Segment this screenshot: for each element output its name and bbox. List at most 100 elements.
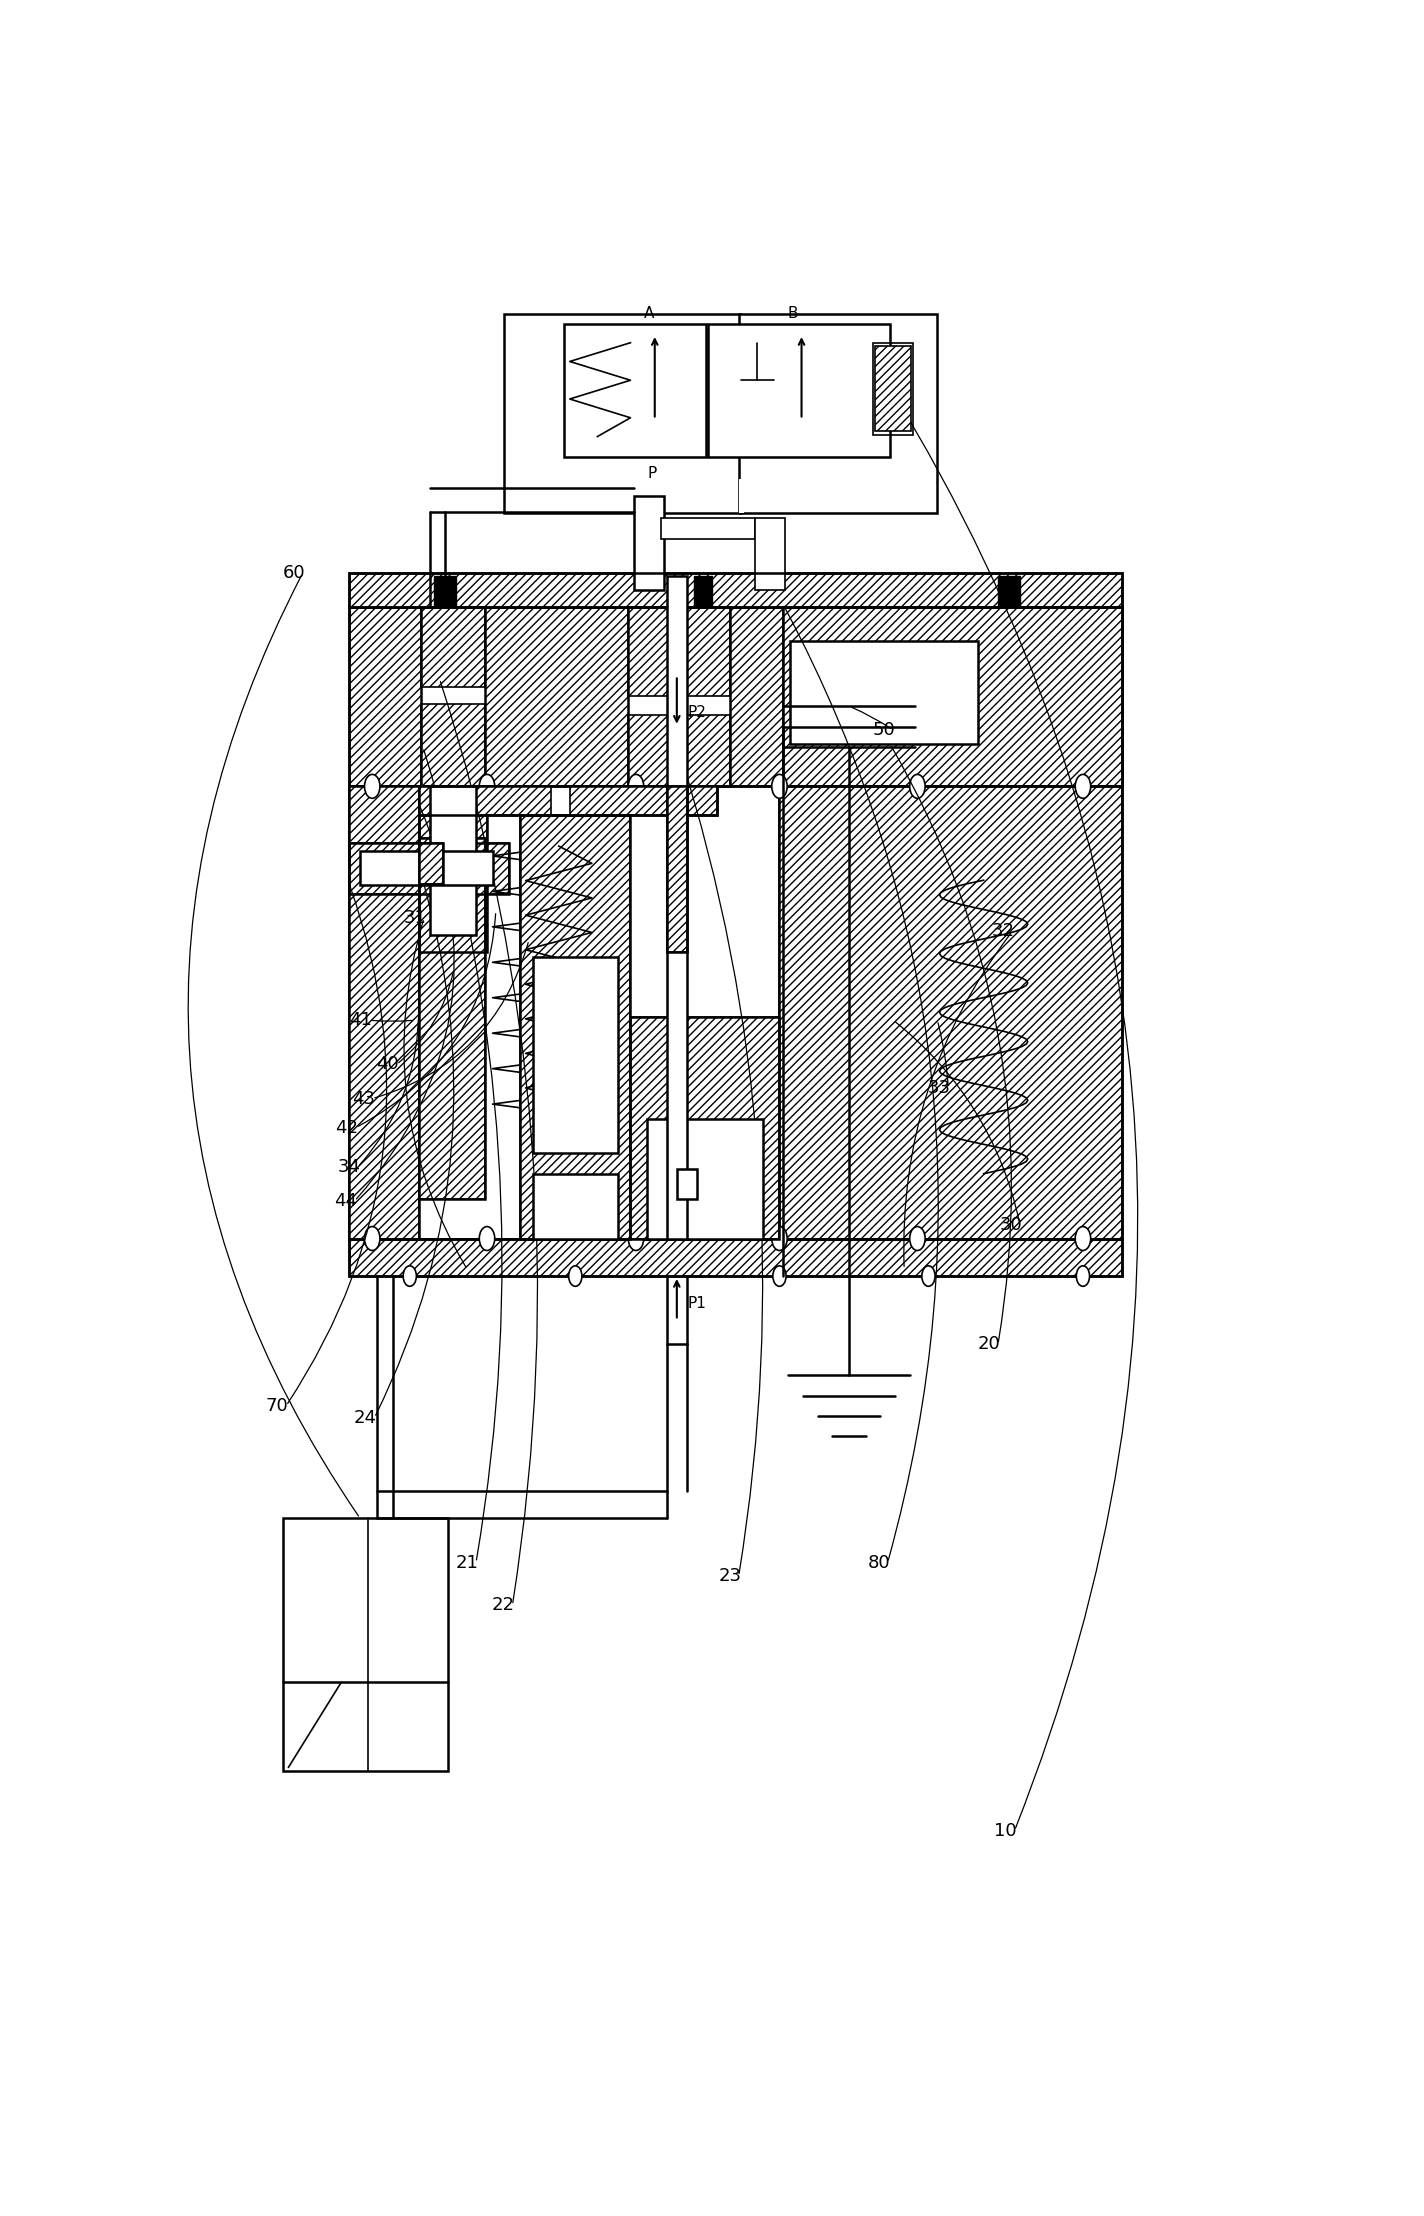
Text: 41: 41	[349, 1010, 372, 1028]
Circle shape	[910, 773, 926, 798]
Bar	[349, 1239, 1122, 1276]
Text: 50: 50	[873, 720, 896, 740]
Text: 42: 42	[335, 1119, 359, 1137]
Bar	[628, 607, 731, 787]
Bar	[349, 787, 1122, 1239]
Bar	[534, 1174, 618, 1239]
Bar	[504, 315, 740, 514]
Circle shape	[773, 1265, 786, 1285]
Bar	[876, 346, 911, 432]
Bar	[283, 1518, 449, 1771]
Bar	[419, 838, 484, 1199]
Bar	[634, 496, 664, 589]
Text: 60: 60	[282, 565, 305, 583]
Text: 30: 30	[1000, 1217, 1022, 1234]
Bar	[739, 315, 937, 514]
Bar	[628, 716, 731, 787]
Bar	[349, 574, 1122, 607]
Bar	[666, 787, 686, 953]
Bar	[430, 787, 476, 935]
Text: 44: 44	[335, 1192, 357, 1210]
Bar	[998, 576, 1020, 607]
Circle shape	[628, 773, 644, 798]
Text: 31: 31	[404, 909, 427, 926]
Bar	[419, 787, 551, 815]
Bar	[631, 1017, 779, 1239]
Circle shape	[772, 1228, 787, 1250]
Bar	[520, 815, 631, 1239]
Text: 23: 23	[718, 1567, 742, 1584]
Circle shape	[1077, 1265, 1089, 1285]
Bar	[755, 519, 785, 589]
Bar	[631, 1017, 779, 1239]
Bar	[666, 576, 686, 1239]
Circle shape	[772, 773, 787, 798]
Circle shape	[1075, 1228, 1091, 1250]
Bar	[708, 324, 890, 456]
Bar	[419, 842, 443, 884]
Text: 32: 32	[993, 922, 1015, 940]
Bar	[419, 842, 443, 884]
Text: 20: 20	[978, 1336, 1001, 1354]
Bar	[676, 1168, 696, 1199]
Bar	[422, 607, 484, 787]
Bar	[434, 576, 456, 607]
Text: A: A	[644, 306, 655, 321]
Bar	[873, 343, 913, 434]
Bar	[783, 607, 1122, 787]
Circle shape	[480, 1228, 494, 1250]
Bar	[779, 787, 1122, 1239]
Bar	[646, 1119, 763, 1239]
Bar	[534, 957, 618, 1152]
Text: 70: 70	[266, 1396, 289, 1414]
Text: B: B	[787, 306, 797, 321]
Bar	[661, 519, 755, 538]
Circle shape	[921, 1265, 936, 1285]
Bar	[419, 838, 484, 1199]
Bar	[349, 607, 1122, 787]
Bar	[419, 787, 487, 953]
Bar	[422, 607, 484, 687]
Circle shape	[910, 1228, 926, 1250]
Bar	[564, 324, 705, 456]
Bar	[349, 1239, 1122, 1276]
Bar	[349, 842, 510, 893]
Bar	[790, 640, 978, 745]
Bar	[349, 574, 1122, 607]
Bar	[419, 787, 716, 815]
Text: P: P	[648, 465, 656, 481]
Bar	[739, 479, 745, 514]
Circle shape	[480, 773, 494, 798]
Bar	[422, 705, 484, 787]
Circle shape	[568, 1265, 582, 1285]
Bar	[628, 607, 731, 787]
Text: 80: 80	[867, 1553, 890, 1571]
Text: 33: 33	[928, 1079, 951, 1097]
Bar	[349, 787, 419, 1239]
Bar	[419, 787, 716, 815]
Bar	[564, 456, 890, 494]
Circle shape	[365, 773, 380, 798]
Bar	[349, 842, 510, 893]
Text: 24: 24	[355, 1409, 377, 1427]
Bar	[695, 576, 712, 607]
Bar	[783, 607, 1122, 787]
Text: 21: 21	[456, 1553, 478, 1571]
Text: P1: P1	[688, 1296, 706, 1312]
Circle shape	[1075, 773, 1091, 798]
Bar	[666, 787, 686, 953]
Bar	[779, 787, 1122, 1239]
Text: 10: 10	[994, 1822, 1017, 1839]
Bar	[419, 787, 487, 953]
Circle shape	[403, 1265, 416, 1285]
Text: 22: 22	[493, 1596, 515, 1615]
Bar	[360, 851, 493, 886]
Circle shape	[365, 1228, 380, 1250]
Circle shape	[628, 1228, 644, 1250]
Bar	[422, 607, 484, 787]
Bar	[570, 787, 716, 815]
Text: P2: P2	[688, 705, 706, 720]
Text: 40: 40	[376, 1055, 399, 1073]
Text: 34: 34	[337, 1157, 360, 1177]
Bar	[628, 607, 731, 696]
